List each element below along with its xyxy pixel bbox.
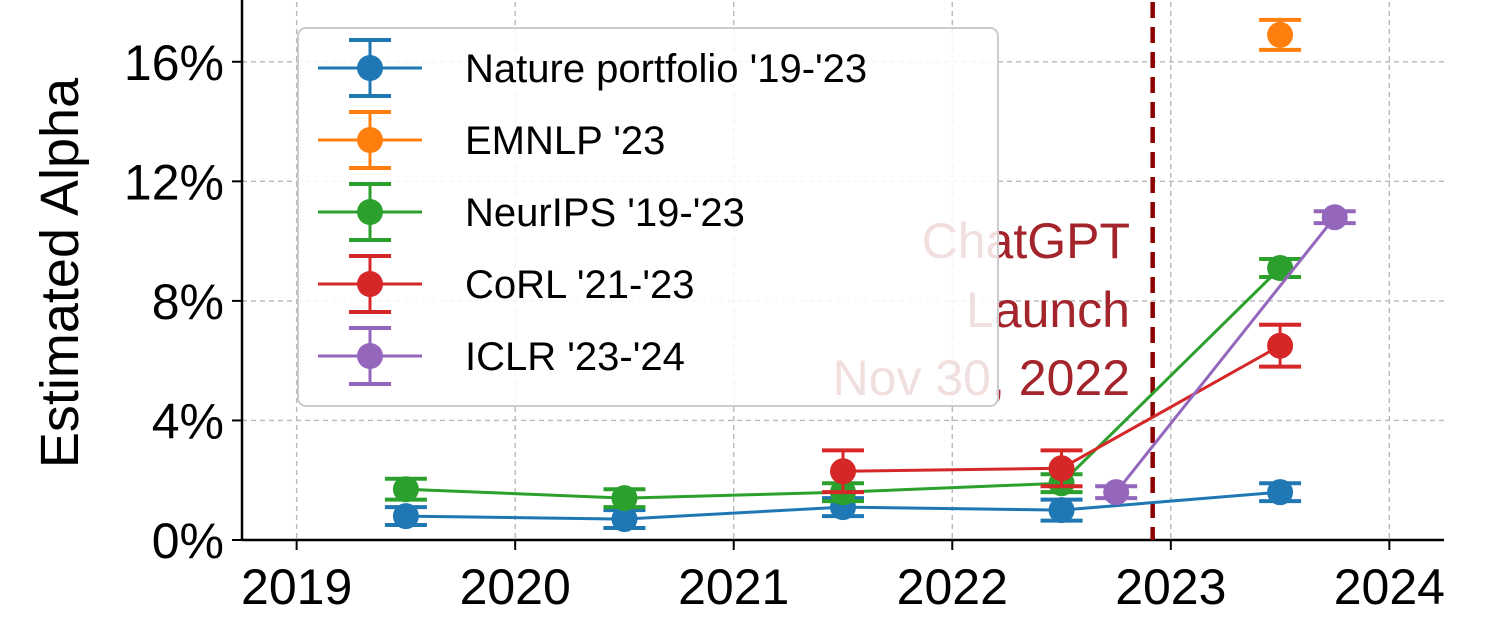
data-point: [1267, 255, 1294, 282]
x-tick-label: 2020: [460, 559, 571, 615]
y-tick-label: 0%: [152, 513, 224, 569]
legend-marker: [357, 271, 383, 297]
data-point: [1267, 332, 1294, 359]
legend-label: CoRL '21-'23: [465, 263, 694, 307]
x-tick-label: 2022: [897, 559, 1008, 615]
x-tick-label: 2023: [1115, 559, 1226, 615]
data-point: [1267, 479, 1294, 506]
series-line: [1115, 216, 1336, 494]
ticks: 2019 2020 2021 2022 2023 2024 0% 4% 8% 12% 16%: [124, 35, 1445, 615]
x-tick-label: 2021: [678, 559, 789, 615]
legend-marker: [357, 199, 383, 225]
y-tick-label: 8%: [152, 274, 224, 330]
axes: [240, 0, 1444, 542]
legend-marker: [357, 55, 383, 81]
legend-entry: NeurIPS '19-'23: [318, 182, 745, 242]
data-point: [1103, 479, 1130, 506]
y-tick-label: 12%: [124, 154, 224, 210]
legend-label: ICLR '23-'24: [465, 335, 685, 379]
data-point: [611, 506, 638, 533]
series-3: [822, 322, 1302, 495]
legend-label: EMNLP '23: [465, 119, 665, 163]
legend-label: NeurIPS '19-'23: [465, 191, 745, 235]
x-tick-label: 2024: [1334, 559, 1445, 615]
legend-entry: ICLR '23-'24: [318, 326, 685, 386]
legend-label: Nature portfolio '19-'23: [465, 47, 867, 91]
legend-entry: Nature portfolio '19-'23: [318, 38, 867, 98]
series: [384, 17, 1356, 533]
legend-box: [297, 27, 999, 407]
data-point: [392, 476, 419, 503]
legend-marker: [357, 127, 383, 153]
legend-entry: EMNLP '23: [318, 110, 665, 170]
legend-entry: CoRL '21-'23: [318, 254, 694, 314]
y-axis-label: Estimated Alpha: [30, 77, 90, 468]
data-point: [1267, 21, 1294, 48]
x-tick-label: 2019: [241, 559, 352, 615]
data-point: [611, 485, 638, 512]
y-tick-label: 4%: [152, 393, 224, 449]
legend-marker: [357, 343, 383, 369]
data-point: [830, 458, 856, 485]
y-tick-label: 16%: [124, 35, 224, 91]
series-4: [1095, 204, 1356, 506]
legend: Nature portfolio '19-'23 EMNLP '23 NeurIPS…: [297, 27, 999, 407]
data-point: [1048, 497, 1075, 524]
data-point: [1321, 204, 1348, 231]
data-point: [1048, 455, 1075, 482]
series-1: [1259, 17, 1302, 52]
data-point: [392, 503, 419, 530]
